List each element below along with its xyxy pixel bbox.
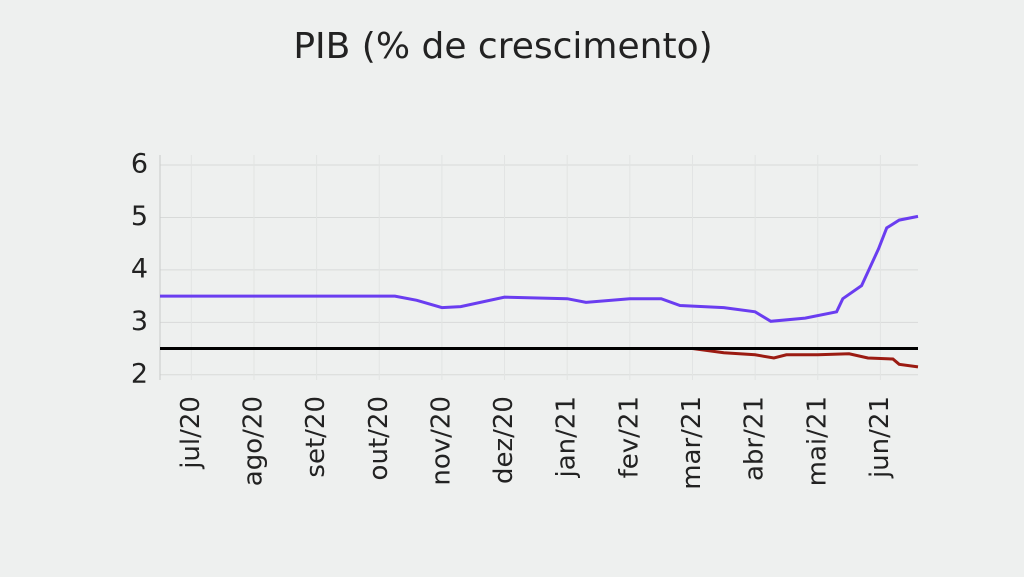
y-tick-label: 4: [131, 253, 148, 284]
y-tick-label: 5: [131, 201, 148, 232]
x-tick-label: out/20: [364, 396, 394, 480]
x-tick-label: abr/21: [740, 396, 770, 481]
x-tick-label: dez/20: [489, 396, 519, 484]
x-tick-label: ago/20: [238, 396, 268, 486]
x-tick-label: fev/21: [614, 396, 644, 478]
line-series: [160, 214, 919, 323]
y-tick-label: 2: [131, 358, 148, 389]
chart-title: PIB (% de crescimento): [293, 26, 712, 67]
line-series: [692, 347, 919, 369]
y-tick-label: 6: [131, 149, 148, 180]
y-tick-label: 3: [131, 306, 148, 337]
x-tick-label: nov/20: [426, 396, 456, 486]
x-tick-label: set/20: [301, 396, 331, 478]
x-tick-label: jun/21: [865, 396, 895, 479]
x-tick-label: mai/21: [802, 396, 832, 486]
x-tick-label: jul/20: [176, 396, 206, 470]
x-tick-label: mar/21: [677, 396, 707, 490]
x-tick-label: jan/21: [552, 396, 582, 478]
